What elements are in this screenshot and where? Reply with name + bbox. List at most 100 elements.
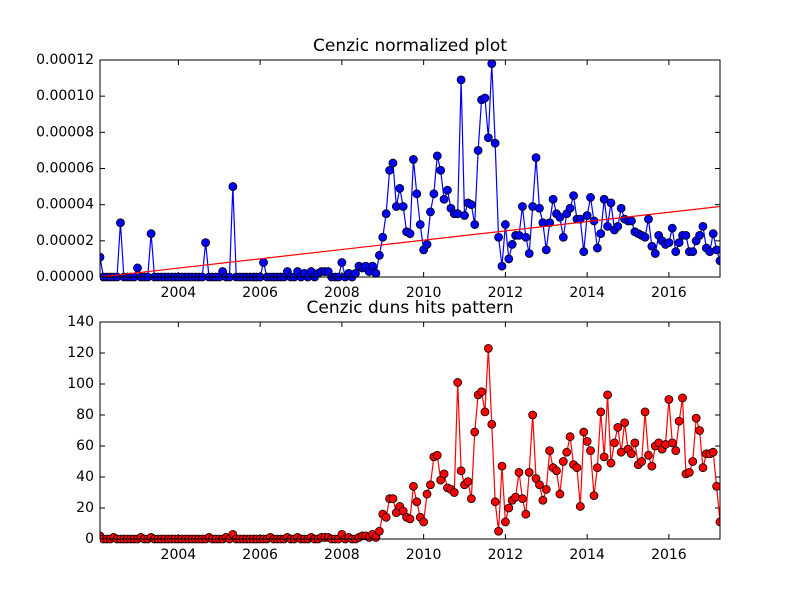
data-point xyxy=(552,466,561,476)
data-point xyxy=(470,427,480,437)
data-point xyxy=(671,247,681,257)
data-point xyxy=(432,151,442,161)
x-tick-label: 2006 xyxy=(242,547,278,563)
data-point xyxy=(497,261,507,271)
data-point xyxy=(664,238,674,248)
x-tick-label: 2014 xyxy=(569,547,605,563)
data-point xyxy=(388,494,398,504)
data-point xyxy=(558,232,568,242)
data-point xyxy=(616,203,626,213)
data-point xyxy=(541,245,551,255)
data-point xyxy=(613,221,623,231)
y-tick-label: 40 xyxy=(76,469,94,485)
data-point xyxy=(436,165,446,175)
data-point xyxy=(133,263,142,273)
data-point xyxy=(463,477,473,487)
data-point xyxy=(708,229,718,239)
data-point xyxy=(351,268,360,278)
data-point xyxy=(603,390,612,400)
data-point xyxy=(500,517,510,527)
data-point xyxy=(466,494,476,504)
data-point xyxy=(684,467,694,477)
data-point xyxy=(606,198,616,208)
data-point xyxy=(569,191,578,201)
data-point xyxy=(592,243,602,253)
data-point xyxy=(371,268,381,278)
x-tick-label: 2012 xyxy=(488,285,524,301)
data-point xyxy=(558,457,568,466)
data-point xyxy=(524,249,534,258)
y-tick-label: 0.00000 xyxy=(36,269,94,285)
data-point xyxy=(521,509,531,519)
data-point xyxy=(426,480,435,490)
x-tick-label: 2010 xyxy=(406,285,442,301)
data-point xyxy=(514,467,524,477)
data-point xyxy=(606,458,616,468)
data-point xyxy=(640,232,650,242)
x-tick-label: 2016 xyxy=(651,285,687,301)
data-point xyxy=(409,155,418,164)
data-point xyxy=(480,93,490,103)
data-point xyxy=(610,438,619,448)
data-point xyxy=(575,502,585,511)
data-point xyxy=(579,427,589,437)
data-point xyxy=(494,232,503,242)
data-point xyxy=(596,229,606,239)
x-tick-label: 2008 xyxy=(324,547,360,563)
data-point xyxy=(466,200,476,210)
data-point xyxy=(545,446,555,456)
data-point xyxy=(456,466,466,476)
data-point xyxy=(647,461,657,471)
data-point xyxy=(589,491,599,501)
data-point xyxy=(691,413,701,423)
data-point xyxy=(385,165,394,175)
y-tick-label: 140 xyxy=(67,314,94,330)
data-point xyxy=(640,407,650,417)
data-point xyxy=(470,220,480,229)
y-tick-label: 0.00012 xyxy=(36,52,94,68)
data-point xyxy=(531,153,541,163)
x-tick-label: 2004 xyxy=(161,547,197,563)
x-tick-label: 2006 xyxy=(242,285,278,301)
y-tick-label: 0.00010 xyxy=(36,88,94,104)
data-point xyxy=(487,419,497,429)
y-tick-label: 120 xyxy=(67,345,94,361)
data-point xyxy=(627,216,636,226)
data-point xyxy=(592,463,602,473)
data-point xyxy=(582,211,592,220)
y-tick-label: 100 xyxy=(67,376,94,392)
data-point xyxy=(596,407,606,417)
data-point xyxy=(688,247,698,257)
data-point xyxy=(599,452,609,462)
plot-frame xyxy=(99,59,721,278)
data-point xyxy=(650,249,660,258)
data-point xyxy=(395,183,405,193)
data-point xyxy=(535,480,544,490)
chart-title: Cenzic normalized plot xyxy=(313,36,507,56)
data-point xyxy=(644,450,653,460)
x-tick-label: 2016 xyxy=(651,547,687,563)
data-point xyxy=(412,189,422,199)
data-point xyxy=(599,194,609,204)
data-point xyxy=(415,220,425,229)
data-point xyxy=(667,223,677,233)
data-point xyxy=(381,512,391,522)
data-point xyxy=(518,494,527,504)
data-point xyxy=(456,75,466,85)
data-point xyxy=(555,489,565,499)
data-point xyxy=(497,461,507,471)
data-point xyxy=(460,211,469,220)
data-point xyxy=(671,446,681,456)
data-point xyxy=(708,447,718,457)
data-point xyxy=(439,469,449,479)
data-point xyxy=(480,407,490,417)
y-tick-label: 60 xyxy=(76,438,94,454)
data-point xyxy=(374,250,384,260)
data-point xyxy=(504,503,514,513)
x-tick-label: 2004 xyxy=(161,285,197,301)
data-point xyxy=(388,158,398,168)
data-point xyxy=(572,463,582,473)
data-point xyxy=(449,488,459,497)
data-point xyxy=(494,526,503,536)
x-tick-label: 2012 xyxy=(488,547,524,563)
